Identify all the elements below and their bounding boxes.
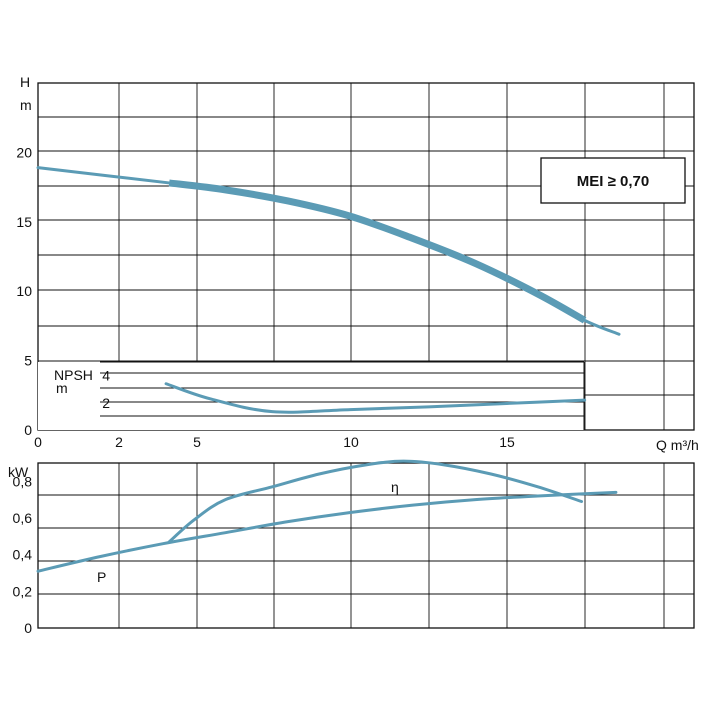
power-curve <box>36 490 618 573</box>
power-curves <box>36 459 618 573</box>
npsh-label: NPSH <box>54 367 93 383</box>
head-x-tick-label: 2 <box>115 434 123 450</box>
npsh-y-tick-label: 2 <box>102 395 110 411</box>
power-panel: 0 0,2 0,4 0,6 0,8 kW P η <box>8 459 695 636</box>
npsh-subpanel: NPSH m 24 <box>38 361 585 430</box>
efficiency-series-label: η <box>391 479 399 495</box>
power-plot-frame <box>37 462 695 629</box>
efficiency-curve <box>167 459 584 544</box>
head-x-tick-label: 10 <box>343 434 359 450</box>
power-y-tick-label: 0 <box>24 620 32 636</box>
npsh-y-tick-label: 4 <box>102 368 110 384</box>
head-unit-label: m <box>20 97 32 113</box>
npsh-background <box>38 362 584 430</box>
head-curve-operating-range <box>168 179 587 324</box>
npsh-curve <box>164 382 587 414</box>
power-axis-label: kW <box>8 464 29 480</box>
mei-badge-text: MEI ≥ 0,70 <box>577 173 649 190</box>
head-curve <box>36 166 621 336</box>
npsh-y-tick-labels: 24 <box>102 368 110 411</box>
npsh-unit-label: m <box>56 380 68 396</box>
power-vertical-gridlines <box>118 463 665 628</box>
head-y-tick-label: 5 <box>24 353 32 369</box>
head-y-tick-label: 20 <box>16 144 32 160</box>
flow-axis-label: Q m³/h <box>656 437 699 453</box>
head-y-tick-label: 15 <box>16 214 32 230</box>
head-x-tick-label: 15 <box>499 434 515 450</box>
power-series-label: P <box>97 569 106 585</box>
power-y-tick-label: 0,2 <box>13 583 33 599</box>
power-y-tick-labels: 0 0,2 0,4 0,6 0,8 <box>13 473 33 636</box>
head-x-tick-label: 0 <box>34 434 42 450</box>
head-curves <box>36 166 621 414</box>
power-y-tick-label: 0,8 <box>13 473 33 489</box>
head-panel: 0 5 10 15 20 0 2 5 10 15 H m Q m³/h MEI ≥ 0,70 N… <box>16 74 698 453</box>
head-x-tick-label: 5 <box>193 434 201 450</box>
mei-badge: MEI ≥ 0,70 <box>540 157 686 204</box>
power-y-tick-label: 0,4 <box>13 547 33 563</box>
head-axis-label: H <box>20 74 30 90</box>
head-y-tick-label: 0 <box>24 422 32 438</box>
head-y-tick-labels: 0 5 10 15 20 <box>16 144 32 438</box>
head-x-tick-labels: 0 2 5 10 15 <box>34 434 515 450</box>
power-y-tick-label: 0,6 <box>13 510 33 526</box>
head-y-tick-label: 10 <box>16 283 32 299</box>
